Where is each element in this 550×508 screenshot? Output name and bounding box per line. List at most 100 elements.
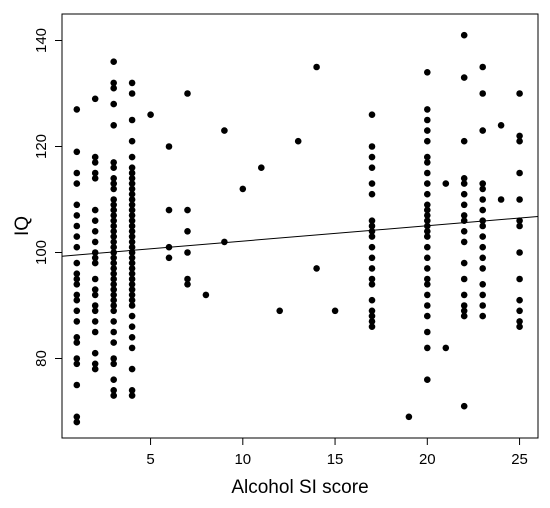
data-point <box>516 318 523 325</box>
data-point <box>368 296 376 304</box>
data-point <box>110 233 117 240</box>
data-point <box>91 153 99 161</box>
data-point <box>442 180 450 187</box>
data-point <box>91 349 99 357</box>
data-point <box>91 360 99 368</box>
data-point <box>73 413 81 421</box>
data-point <box>91 254 99 262</box>
data-point <box>73 339 81 346</box>
data-point <box>110 79 117 87</box>
data-point <box>424 180 431 187</box>
data-point <box>110 254 117 262</box>
data-point <box>424 212 431 219</box>
data-point <box>368 318 376 325</box>
data-point <box>424 228 431 235</box>
data-point <box>497 196 505 203</box>
data-point <box>110 318 117 325</box>
data-point <box>460 259 468 267</box>
data-point <box>73 180 81 187</box>
data-point <box>479 196 487 203</box>
data-point <box>460 312 468 320</box>
data-point <box>516 249 523 256</box>
data-point <box>128 201 136 209</box>
data-point <box>460 302 468 309</box>
data-point <box>110 270 117 278</box>
data-point <box>460 402 468 410</box>
data-point <box>110 265 117 272</box>
data-point <box>405 413 413 421</box>
data-point <box>313 265 320 272</box>
data-point <box>110 185 117 193</box>
data-point <box>91 175 99 182</box>
data-point <box>424 159 431 166</box>
x-tick-label: 10 <box>234 451 251 468</box>
data-point <box>73 381 81 389</box>
data-point <box>128 180 136 187</box>
data-point <box>91 217 99 224</box>
data-point <box>110 196 117 203</box>
data-point <box>110 58 117 65</box>
data-point <box>128 281 136 288</box>
data-point <box>110 243 117 251</box>
data-point <box>368 222 376 230</box>
data-point <box>165 143 173 150</box>
data-point <box>479 281 487 288</box>
data-point <box>479 63 487 71</box>
data-point <box>110 307 117 315</box>
data-point <box>91 159 99 166</box>
data-point <box>479 291 487 299</box>
data-point <box>73 212 81 219</box>
data-point <box>128 169 136 177</box>
data-point <box>110 291 117 299</box>
data-point <box>184 228 191 235</box>
data-point <box>516 222 523 230</box>
data-point <box>424 116 431 124</box>
data-point <box>128 334 136 341</box>
data-point <box>110 159 117 166</box>
data-point <box>128 302 136 309</box>
data-point <box>91 275 99 283</box>
data-point <box>110 259 117 267</box>
data-point <box>73 291 81 299</box>
data-point <box>110 376 117 384</box>
data-point <box>110 228 117 235</box>
data-point <box>91 307 99 315</box>
data-point <box>110 201 117 209</box>
data-point <box>110 222 117 230</box>
data-points <box>73 31 523 426</box>
data-point <box>368 323 376 331</box>
data-point <box>424 243 431 251</box>
data-point <box>73 243 81 251</box>
data-point <box>516 307 523 315</box>
data-point <box>368 254 376 262</box>
data-point <box>128 212 136 219</box>
data-point <box>424 169 431 177</box>
data-point <box>368 190 376 198</box>
data-point <box>128 116 136 124</box>
data-point <box>368 164 376 171</box>
data-point <box>73 355 81 362</box>
y-axis: 80 100 120 140 <box>33 28 62 367</box>
data-point <box>460 275 468 283</box>
data-point <box>128 90 136 97</box>
data-point <box>110 175 117 182</box>
data-point <box>184 206 191 214</box>
data-point <box>424 291 431 299</box>
data-point <box>128 185 136 193</box>
data-point <box>424 190 431 198</box>
data-point <box>73 418 81 426</box>
data-point <box>128 259 136 267</box>
data-point <box>165 254 173 262</box>
data-point <box>424 302 431 309</box>
data-point <box>91 328 99 336</box>
x-tick-label: 15 <box>327 451 344 468</box>
data-point <box>128 270 136 278</box>
data-point <box>73 270 81 278</box>
data-point <box>276 307 284 315</box>
data-point <box>110 355 117 362</box>
data-point <box>73 233 81 240</box>
data-point <box>516 275 523 283</box>
data-point <box>128 286 136 293</box>
data-point <box>424 312 431 320</box>
